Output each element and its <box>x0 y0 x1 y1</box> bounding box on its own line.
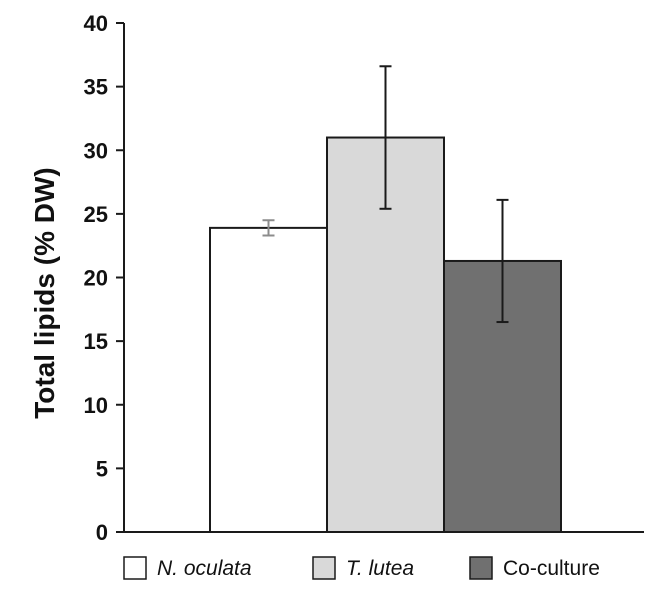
legend-swatch <box>469 556 493 580</box>
error-bars <box>262 65 509 324</box>
error-bar <box>379 65 392 210</box>
legend-swatch <box>123 556 147 580</box>
y-tick-label: 5 <box>96 456 108 481</box>
y-tick-label: 35 <box>84 75 108 100</box>
legend-swatch <box>312 556 336 580</box>
legend-item: N. oculata <box>123 556 252 580</box>
y-tick-label: 15 <box>84 329 108 354</box>
error-bar <box>262 219 275 237</box>
error-bar <box>496 198 509 324</box>
legend-label: Co-culture <box>503 557 600 580</box>
legend-item: T. lutea <box>312 556 414 580</box>
y-tick-label: 20 <box>84 266 108 291</box>
legend-label: T. lutea <box>346 557 414 580</box>
y-axis: 0 5 10 15 20 25 30 35 40 <box>84 11 125 545</box>
y-tick-label: 30 <box>84 138 108 163</box>
y-tick-label: 40 <box>84 11 108 36</box>
y-tick-label: 25 <box>84 202 108 227</box>
y-axis-title: Total lipids (% DW) <box>29 167 60 418</box>
bar <box>209 226 328 533</box>
legend-label: N. oculata <box>157 557 252 580</box>
y-tick-label: 0 <box>96 520 108 545</box>
legend-item: Co-culture <box>469 556 600 580</box>
legend: N. oculata T. lutea Co-culture <box>123 556 600 580</box>
y-tick-label: 10 <box>84 393 108 418</box>
